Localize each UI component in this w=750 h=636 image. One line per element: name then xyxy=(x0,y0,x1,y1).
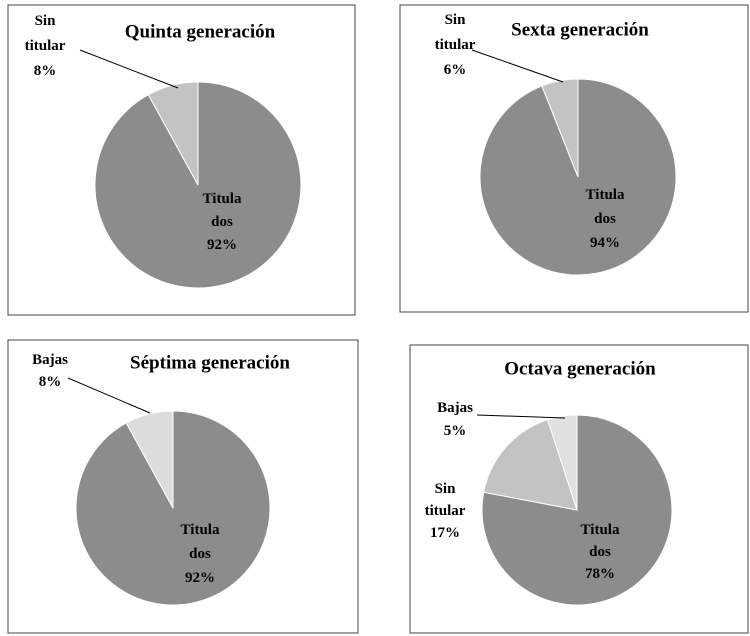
pie-slice xyxy=(125,410,174,509)
panel-border xyxy=(409,344,749,634)
pie-slice xyxy=(481,414,673,606)
category-label: Titula dos xyxy=(581,522,620,560)
value-label: 92% xyxy=(185,570,215,586)
slice-label: Sin titular 8% xyxy=(25,13,66,79)
value-label: 92% xyxy=(207,237,237,253)
chart-title: Sexta generación xyxy=(511,19,649,40)
chart-title: Quinta generación xyxy=(125,21,276,42)
label-line: Titula xyxy=(181,522,220,538)
label-line: titular xyxy=(425,503,466,519)
category-label: Sin titular xyxy=(435,12,476,53)
pie-slice xyxy=(94,81,302,289)
category-label: Titula dos xyxy=(203,191,242,230)
label-line: dos xyxy=(211,214,233,230)
label-line: Sin xyxy=(35,13,57,29)
slice-label: Bajas 8% xyxy=(32,352,68,390)
slice-label: Sin titular 17% xyxy=(425,481,466,541)
panel-border xyxy=(399,4,749,313)
slice-label: Titula dos 78% xyxy=(581,522,620,582)
pie-slice xyxy=(547,414,578,511)
value-label: 5% xyxy=(444,423,467,439)
leader-line xyxy=(471,49,564,83)
slice-label: Titula dos 92% xyxy=(181,522,220,586)
label-line: Titula xyxy=(586,187,625,203)
pie-slice xyxy=(75,410,271,606)
pie-chart: Octava generación Titula dos 78% Sin titular 1… xyxy=(409,344,749,634)
label-line: dos xyxy=(589,544,611,560)
label-line: Sin xyxy=(445,12,467,28)
chart-title: Octava generación xyxy=(504,358,656,379)
leader-line xyxy=(67,377,151,414)
value-label: 8% xyxy=(34,63,57,79)
slice-label: Bajas 5% xyxy=(437,400,473,439)
pie-chart: Quinta generación Titula dos 92% Sin titular 8… xyxy=(7,4,356,316)
panel-border xyxy=(7,339,359,634)
value-label: 94% xyxy=(590,235,620,251)
slice-label: Sin titular 6% xyxy=(435,12,476,78)
category-label: Bajas xyxy=(32,352,68,368)
slice-label: Titula dos 94% xyxy=(586,187,625,251)
category-label: Sin titular xyxy=(25,13,66,54)
label-line: Bajas xyxy=(437,400,473,416)
category-label: Bajas xyxy=(437,400,473,416)
label-line: dos xyxy=(594,211,616,227)
label-line: Titula xyxy=(581,522,620,538)
label-line: titular xyxy=(25,38,66,54)
leader-line xyxy=(79,49,179,89)
leader-line xyxy=(476,414,566,419)
category-label: Titula dos xyxy=(586,187,625,227)
category-label: Sin titular xyxy=(425,481,466,519)
pie-slice xyxy=(483,419,578,511)
label-line: Sin xyxy=(435,481,457,497)
slice-label: Titula dos 92% xyxy=(203,191,242,253)
label-line: Bajas xyxy=(32,352,68,368)
panel-border xyxy=(7,4,356,316)
pie-chart: Séptima generación Titula dos 92% Bajas 8% xyxy=(7,339,359,634)
pie-chart: Sexta generación Titula dos 94% Sin titular 6% xyxy=(399,4,749,313)
value-label: 8% xyxy=(39,374,62,390)
label-line: Titula xyxy=(203,191,242,207)
label-line: dos xyxy=(189,546,211,562)
value-label: 78% xyxy=(585,566,615,582)
value-label: 6% xyxy=(444,62,467,78)
category-label: Titula dos xyxy=(181,522,220,562)
label-line: titular xyxy=(435,37,476,53)
value-label: 17% xyxy=(430,525,460,541)
chart-title: Séptima generación xyxy=(130,352,290,373)
